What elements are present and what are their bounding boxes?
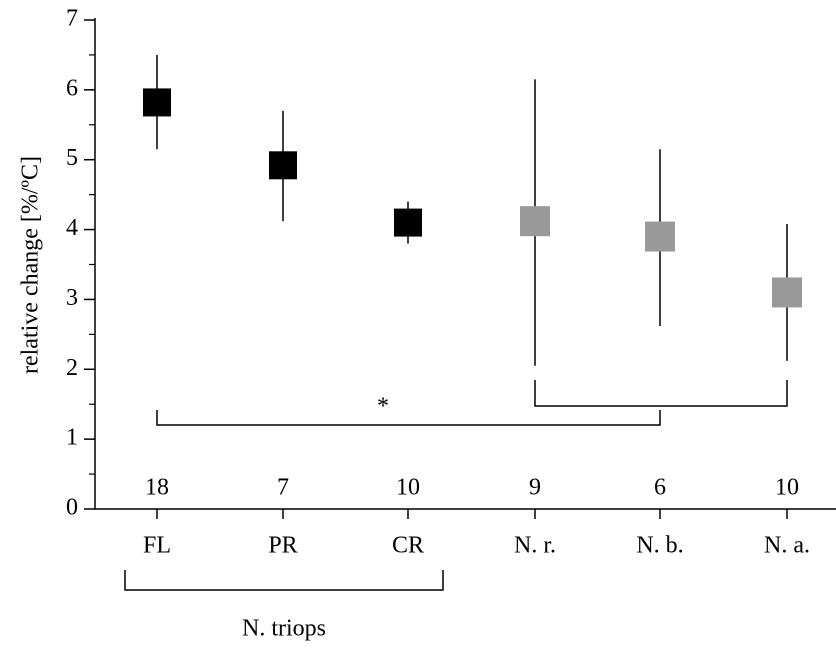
n-label: 10 [396, 475, 420, 501]
n-label: 9 [529, 475, 541, 501]
y-tick-label: 6 [66, 75, 78, 101]
point [772, 277, 802, 308]
significance-annotation: * [377, 394, 389, 420]
bracket [534, 380, 788, 407]
n-label: 7 [277, 475, 289, 501]
y-tick-label: 3 [66, 285, 78, 311]
point [394, 208, 422, 237]
y-tick-label: 7 [66, 6, 78, 32]
x-tick-label: N. b. [636, 533, 683, 559]
n-label: 6 [654, 475, 666, 501]
y-tick-label: 1 [66, 425, 78, 451]
y-tick-label: 0 [66, 495, 78, 521]
point [645, 221, 675, 252]
x-tick-label: FL [143, 533, 171, 559]
y-tick-label: 2 [66, 355, 78, 381]
y-axis-label: relative change [%/ºC] [18, 156, 44, 374]
bracket [156, 410, 661, 426]
n-label: 18 [145, 475, 169, 501]
point [269, 151, 297, 180]
bracket [124, 570, 444, 591]
point [143, 88, 171, 117]
y-tick-label: 4 [66, 215, 78, 241]
x-tick-label: N. a. [764, 533, 810, 559]
x-tick-label: PR [268, 533, 297, 559]
n-label: 10 [775, 475, 799, 501]
x-tick-label: N. r. [514, 533, 556, 559]
x-tick-label: CR [392, 533, 424, 559]
group-label: N. triops [242, 616, 326, 642]
y-tick-label: 5 [66, 145, 78, 171]
point [520, 206, 550, 237]
